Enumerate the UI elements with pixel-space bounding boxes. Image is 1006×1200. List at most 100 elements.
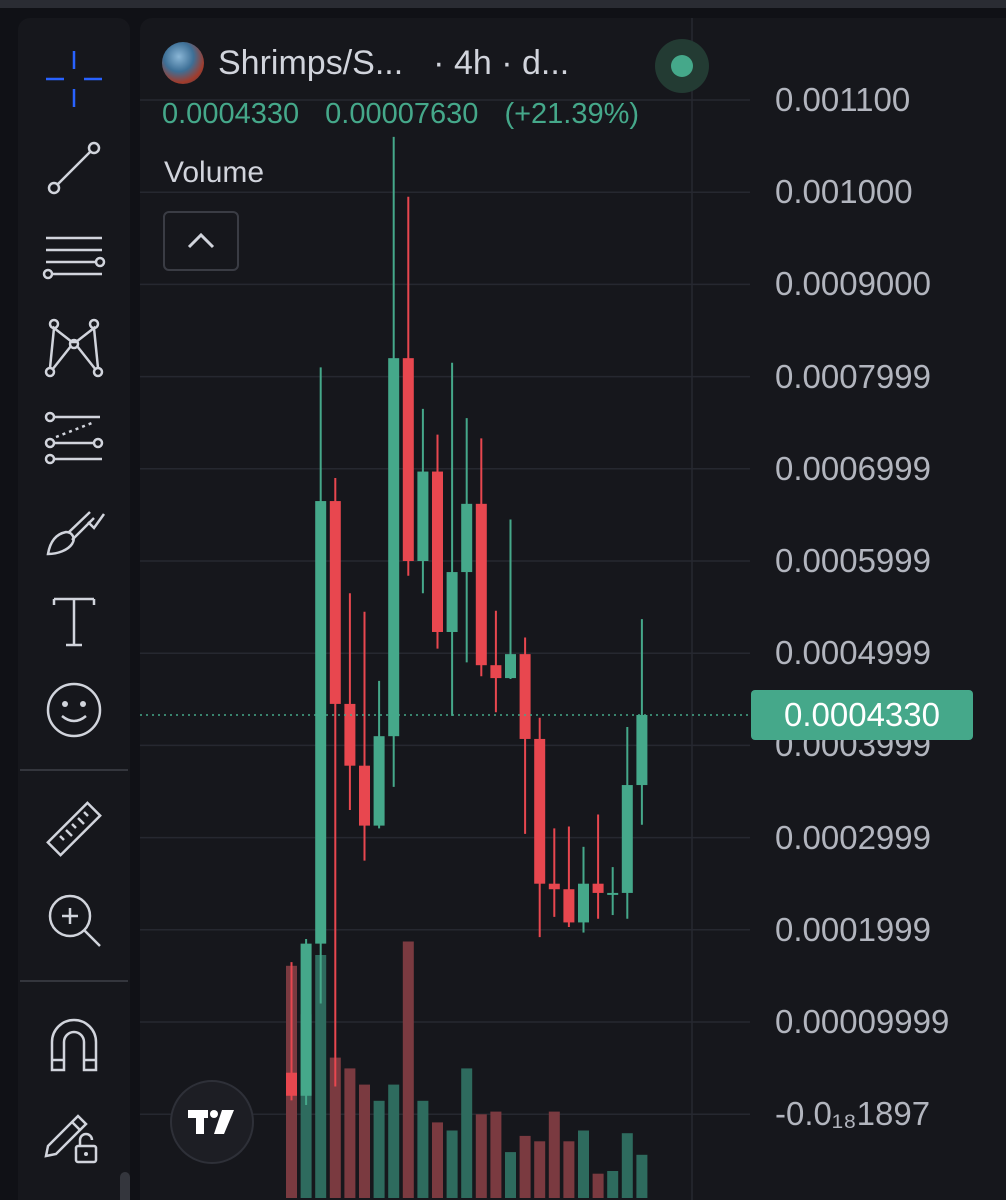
volume-bar: [519, 1135, 531, 1198]
candle-body: [329, 501, 341, 704]
candle-body: [286, 1072, 297, 1096]
horizontal-lines-tool[interactable]: [26, 218, 122, 298]
candle-body: [534, 738, 546, 884]
forecast-tool[interactable]: [26, 399, 122, 479]
volume-indicator-label[interactable]: Volume: [164, 156, 265, 189]
crosshair-icon: [46, 51, 102, 107]
drawing-toolbar: [18, 18, 130, 1200]
candle-body: [461, 503, 473, 573]
collapse-legend-button[interactable]: [163, 211, 239, 271]
candle-body: [402, 358, 414, 561]
candle-body: [388, 358, 400, 737]
last-price-tag-label: 0.0004330: [784, 695, 940, 733]
price-axis-tick: 0.0009000: [775, 265, 931, 303]
volume-bar: [359, 1084, 370, 1198]
candle-body: [607, 892, 619, 895]
volume-bar: [592, 1173, 604, 1198]
symbol-name: Shrimps/S...: [218, 43, 404, 82]
forecast-icon: [44, 411, 104, 465]
last-price-value: 0.0004330: [162, 98, 300, 130]
zoom-in-icon: [48, 894, 101, 947]
trend-line-tool[interactable]: [26, 128, 122, 208]
tradingview-logo[interactable]: [170, 1080, 254, 1164]
magnet-tool[interactable]: [26, 1004, 122, 1084]
chart-canvas[interactable]: [140, 18, 1006, 1200]
candle-body: [446, 572, 458, 632]
volume-bar: [475, 1114, 487, 1198]
volume-bar: [329, 1057, 341, 1198]
horizontal-lines-icon: [42, 236, 106, 280]
volume-bar: [417, 1100, 429, 1198]
trend-line-icon: [47, 141, 101, 195]
price-axis-tick: 0.0001999: [775, 910, 931, 948]
lock-drawing-icon: [44, 1114, 98, 1164]
market-status-indicator[interactable]: [655, 39, 709, 93]
coin-logo: [162, 42, 204, 84]
candle-body: [344, 703, 356, 766]
price-legend: 0.0004330 0.00007630 (+21.39%): [162, 98, 657, 131]
price-axis-tick: 0.0007999: [775, 357, 931, 395]
volume-bar: [636, 1154, 648, 1198]
emoji-tool[interactable]: [26, 670, 122, 750]
candle-body: [578, 883, 589, 923]
price-axis-tick: 0.0002999: [775, 818, 931, 856]
price-axis-tick: 0.001000: [775, 173, 913, 211]
price-axis-tick: 0.0006999: [775, 449, 931, 487]
candle-body: [548, 883, 560, 890]
volume-bar: [373, 1100, 385, 1198]
volume-bar: [578, 1130, 589, 1198]
last-price-tag: 0.0004330: [751, 689, 973, 740]
emoji-icon: [46, 682, 102, 738]
candle-body: [373, 736, 385, 826]
magnet-icon: [50, 1018, 98, 1072]
interval-exchange: · 4h · d...: [433, 43, 570, 82]
symbol-legend[interactable]: Shrimps/S... · 4h · d...: [162, 40, 569, 86]
candle-body: [300, 943, 312, 1096]
change-percent: (+21.39%): [504, 98, 640, 130]
volume-bar: [344, 1068, 356, 1198]
candle-body: [475, 503, 487, 666]
brush-icon: [46, 511, 106, 556]
candle-body: [519, 654, 531, 739]
brush-tool[interactable]: [26, 490, 122, 570]
volume-bar: [315, 955, 327, 1198]
candle-body: [563, 889, 575, 923]
volume-bar: [621, 1133, 633, 1198]
candle-body: [505, 654, 516, 679]
volume-bar: [432, 1122, 443, 1198]
zoom-in-tool[interactable]: [26, 880, 122, 960]
volume-bar: [388, 1084, 400, 1198]
change-value: 0.00007630: [325, 98, 479, 130]
crosshair-tool[interactable]: [26, 39, 122, 119]
volume-bar: [446, 1130, 458, 1198]
volume-bar: [461, 1068, 473, 1198]
chevron-up-icon: [187, 232, 215, 249]
ruler-icon: [46, 801, 102, 857]
text-tool[interactable]: [26, 581, 122, 661]
price-axis-tick: -0.0₁₈1897: [775, 1095, 931, 1133]
candle-body: [359, 765, 370, 826]
chart-panel[interactable]: Shrimps/S... · 4h · d... 0.0004330 0.000…: [140, 18, 1006, 1200]
volume-bar: [607, 1171, 619, 1198]
candle-body: [621, 785, 633, 893]
volume-bar: [402, 941, 414, 1198]
green-dot-icon: [671, 55, 693, 77]
toolbar-divider: [20, 980, 128, 982]
text-icon: [52, 597, 96, 647]
volume-bar: [300, 1014, 312, 1198]
price-axis-tick: 0.0005999: [775, 542, 931, 579]
price-axis-tick: 0.00009999: [775, 1003, 950, 1040]
candle-body: [636, 714, 648, 786]
tradingview-logo-icon: [188, 1110, 234, 1134]
ruler-tool[interactable]: [26, 790, 122, 870]
pattern-tool[interactable]: [26, 308, 122, 388]
volume-bar: [534, 1141, 546, 1198]
price-axis-tick: 0.0004999: [775, 634, 931, 672]
candle-body: [592, 883, 604, 893]
toolbar-scroll-handle[interactable]: [120, 1172, 130, 1200]
lock-drawing-tool[interactable]: [26, 1094, 122, 1174]
volume-bar: [505, 1152, 516, 1198]
candle-body: [315, 501, 327, 944]
top-edge: [0, 0, 1006, 8]
toolbar-divider: [20, 769, 128, 771]
